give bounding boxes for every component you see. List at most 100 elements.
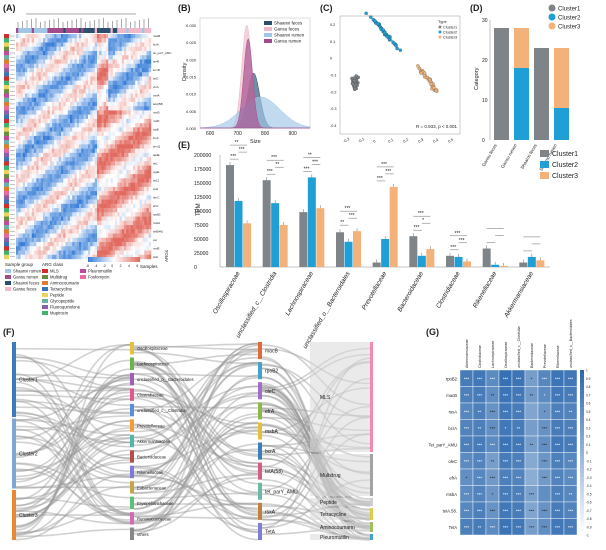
heatmap-cell xyxy=(38,140,41,145)
heatmap-cell xyxy=(63,225,66,230)
heatmap-cell xyxy=(115,233,118,238)
heatmap-cell xyxy=(92,233,95,238)
heatmap-cell xyxy=(135,123,138,128)
heatmap-cell xyxy=(34,59,37,64)
heatmap-cell xyxy=(49,114,53,120)
heatmap-cell xyxy=(128,212,131,217)
heatmap-cell xyxy=(144,254,147,260)
heatmap-cell xyxy=(81,233,84,238)
heatmap-cell xyxy=(130,42,134,47)
heatmap-cell xyxy=(99,220,102,226)
heatmap-cell xyxy=(70,34,73,39)
heatmap-cell xyxy=(47,84,50,90)
sankey-link xyxy=(133,421,259,514)
heatmap-cell xyxy=(79,131,82,137)
bar-Cluster2 xyxy=(514,68,529,140)
heatmap-cell xyxy=(45,186,48,192)
heatmap-cell xyxy=(130,114,134,120)
heatmap-cell xyxy=(70,127,73,132)
heatmap-cell xyxy=(58,195,62,200)
scale-cell xyxy=(123,257,125,262)
heatmap-cell xyxy=(45,254,48,260)
arg-class-cell xyxy=(4,59,9,64)
heatmap-cell xyxy=(112,80,116,86)
sample-group-cell xyxy=(135,28,138,33)
y-tick: 0.1 xyxy=(330,40,335,44)
heatmap-cell xyxy=(97,67,100,73)
sankey-node xyxy=(258,422,262,440)
heatmap-cell xyxy=(124,220,127,226)
heatmap-cell xyxy=(74,220,77,226)
point-Cluster3 xyxy=(417,66,422,71)
corr-stars: *** xyxy=(555,492,561,497)
heatmap-cell xyxy=(54,220,57,226)
heatmap-cell xyxy=(31,203,35,209)
sankey-link xyxy=(15,427,131,513)
heatmap-cell xyxy=(146,110,149,115)
sankey-label: unclassified_o__Bacteroidales xyxy=(137,377,194,382)
heatmap-cell xyxy=(25,127,28,132)
heatmap-cell xyxy=(148,191,152,196)
sankey-node xyxy=(258,402,262,420)
heatmap-cell xyxy=(18,59,21,64)
heatmap-cell xyxy=(142,34,145,39)
corr-stars: ** xyxy=(530,442,534,447)
heatmap-cell xyxy=(115,59,118,64)
heatmap-cell xyxy=(65,191,68,196)
heatmap-cell xyxy=(88,220,91,226)
scale-cell xyxy=(580,419,584,424)
legend-label: Shaanxi feces xyxy=(274,21,303,26)
heatmap-cell xyxy=(47,165,50,171)
arg-class-cell xyxy=(4,199,9,205)
heatmap-cell xyxy=(126,110,129,115)
heatmap-cell xyxy=(31,89,35,94)
heatmap-cell xyxy=(130,123,134,128)
heatmap-cell xyxy=(85,110,89,115)
heatmap-cell xyxy=(88,152,91,158)
sankey-link xyxy=(133,474,259,495)
heatmap-cell xyxy=(99,72,102,77)
heatmap-cell xyxy=(22,182,26,188)
heatmap-cell xyxy=(20,254,23,260)
heatmap-cell xyxy=(101,72,104,77)
heatmap-cell xyxy=(20,157,23,162)
heatmap-cell xyxy=(63,46,66,52)
heatmap-cell xyxy=(112,246,116,251)
heatmap-cell xyxy=(43,80,46,86)
heatmap-cell xyxy=(128,114,131,120)
heatmap-cell xyxy=(47,225,50,230)
heatmap-cell xyxy=(72,67,75,73)
heatmap-cell xyxy=(144,89,147,94)
heatmap-cell xyxy=(92,127,95,132)
heatmap-cell xyxy=(58,97,62,103)
heatmap-cell xyxy=(70,157,73,162)
heatmap-cell xyxy=(29,182,32,188)
heatmap-cell xyxy=(34,157,37,162)
heatmap-cell xyxy=(38,135,41,141)
sample-group-cell xyxy=(63,28,66,33)
legend-swatch xyxy=(42,311,48,315)
heatmap-cell xyxy=(38,178,41,183)
heatmap-cell xyxy=(74,195,77,200)
heatmap-cell xyxy=(106,67,109,73)
heatmap-cell xyxy=(88,110,91,115)
heatmap-cell xyxy=(56,50,59,56)
heatmap-cell xyxy=(130,169,134,175)
heatmap-cell xyxy=(54,123,57,128)
sankey-link xyxy=(133,356,259,412)
heatmap-cell xyxy=(72,101,75,107)
heatmap-cell xyxy=(88,38,91,43)
legend-label: Cluster3 xyxy=(558,25,581,31)
heatmap-cell xyxy=(76,237,80,243)
arg-class-cell xyxy=(4,212,9,217)
heatmap-cell xyxy=(115,225,118,230)
heatmap-cell xyxy=(58,148,62,154)
heatmap-cell xyxy=(20,135,23,141)
scale-cell xyxy=(107,257,109,262)
heatmap-cell xyxy=(101,114,104,120)
heatmap-cell xyxy=(85,157,89,162)
heatmap-cell xyxy=(130,144,134,149)
scale-cell xyxy=(121,257,124,262)
heatmap-cell xyxy=(117,157,120,162)
heatmap-cell xyxy=(124,140,127,145)
